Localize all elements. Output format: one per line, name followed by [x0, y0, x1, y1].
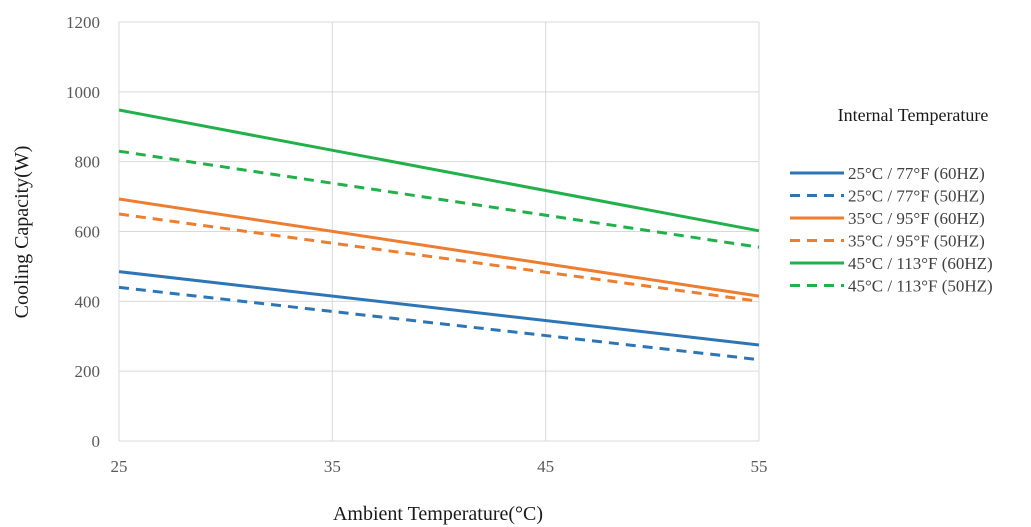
legend-title: Internal Temperature: [838, 105, 989, 125]
y-axis-ticks: 0 200 400 600 800 1000 1200: [66, 13, 100, 451]
x-tick-label: 45: [537, 457, 554, 476]
y-tick-label: 600: [75, 223, 101, 242]
grid: [118, 21, 760, 442]
series-line-4: [118, 212, 760, 303]
y-tick-label: 0: [92, 432, 101, 451]
series-line-1: [118, 270, 760, 347]
y-tick-label: 200: [75, 362, 101, 381]
x-tick-label: 55: [751, 457, 768, 476]
x-tick-label: 35: [324, 457, 341, 476]
x-tick-label: 25: [111, 457, 128, 476]
series-line-5: [118, 108, 760, 233]
y-axis-title: Cooling Capacity(W): [11, 146, 33, 319]
legend-item-label: 25°C / 77°F (60HZ): [848, 164, 985, 183]
legend-item-label: 25°C / 77°F (50HZ): [848, 187, 985, 206]
legend-item-label: 45°C / 113°F (60HZ): [848, 254, 993, 273]
x-axis-title: Ambient Temperature(°C): [333, 503, 543, 525]
legend: 25°C / 77°F (60HZ) 25°C / 77°F (50HZ) 35°C…: [790, 164, 993, 296]
y-tick-label: 400: [75, 292, 101, 311]
series-line-2: [118, 285, 760, 362]
y-tick-label: 1200: [66, 13, 100, 32]
legend-item-label: 35°C / 95°F (60HZ): [848, 209, 985, 228]
series-lines: [118, 108, 760, 362]
legend-item-label: 35°C / 95°F (50HZ): [848, 232, 985, 251]
y-tick-label: 800: [75, 153, 101, 172]
x-axis-ticks: 25 35 45 55: [111, 457, 768, 476]
series-line-6: [118, 149, 760, 249]
series-line-3: [118, 197, 760, 298]
legend-item-label: 45°C / 113°F (50HZ): [848, 277, 993, 296]
y-tick-label: 1000: [66, 83, 100, 102]
